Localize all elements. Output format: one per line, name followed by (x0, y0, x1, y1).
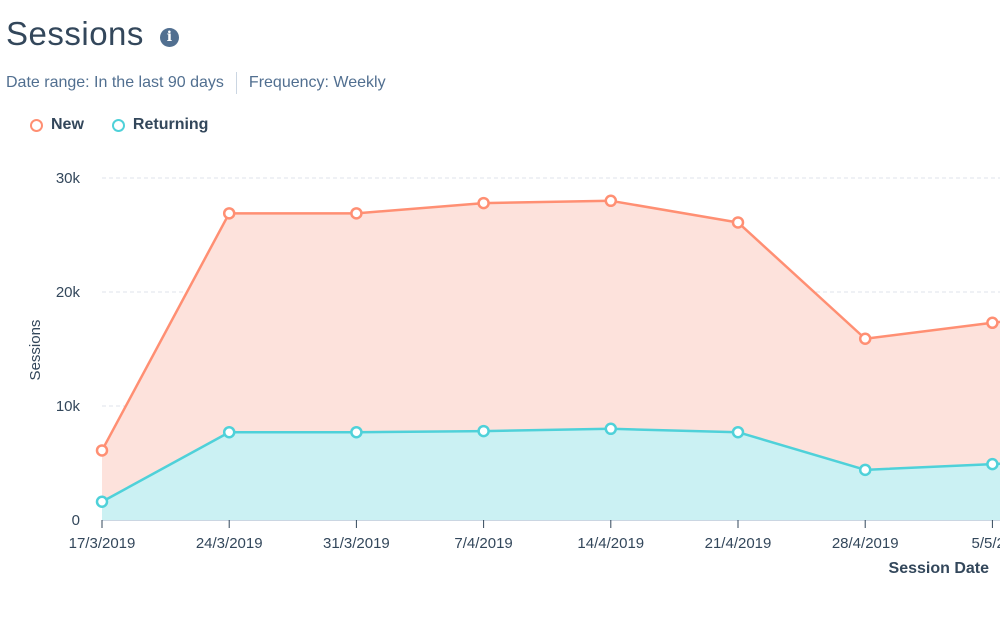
date-range-filter[interactable]: Date range: In the last 90 days (6, 74, 224, 91)
label-layer: 0 10k 20k 30k 17/3/2019 24/3/2019 31/3/2019 7/4… (27, 170, 1000, 577)
x-tick-label-4: 14/4/2019 (577, 535, 644, 552)
legend-item-new[interactable]: New (30, 116, 84, 134)
point-new-3 (477, 196, 490, 210)
page-title: Sessions (6, 15, 144, 52)
point-new-0 (95, 444, 109, 457)
point-returning-5 (731, 425, 745, 439)
y-tick-label-0: 0 (72, 512, 80, 529)
point-returning-4 (604, 422, 618, 436)
point-layer (95, 194, 999, 509)
axis-layer (101, 520, 1000, 528)
info-icon[interactable]: i (159, 27, 179, 47)
y-tick-label-2: 20k (56, 284, 81, 301)
filter-summary: Date range: In the last 90 days Frequenc… (6, 72, 386, 94)
frequency-filter[interactable]: Frequency: Weekly (248, 74, 386, 91)
x-tick-label-3: 7/4/2019 (454, 535, 512, 552)
legend-label-new: New (51, 116, 84, 133)
point-returning-3 (477, 424, 490, 438)
point-returning-2 (350, 425, 363, 439)
filter-divider (235, 72, 237, 94)
point-new-1 (222, 207, 236, 220)
y-axis-title: Sessions (27, 320, 44, 381)
area-layer (102, 200, 1000, 521)
y-tick-label-1: 10k (56, 398, 81, 415)
y-tick-label-3: 30k (56, 170, 81, 187)
legend-label-returning: Returning (132, 116, 209, 133)
x-tick-label-0: 17/3/2019 (69, 535, 136, 552)
x-tick-label-7: 5/5/20 (972, 535, 1000, 552)
point-returning-1 (222, 425, 236, 439)
area-returning (102, 428, 1000, 520)
point-new-7 (986, 316, 999, 330)
point-returning-7 (986, 457, 999, 471)
x-tick-label-1: 24/3/2019 (196, 535, 263, 552)
legend-marker-returning (111, 118, 125, 132)
legend-marker-new (30, 118, 43, 132)
point-new-2 (350, 207, 363, 220)
x-axis-title: Session Date (889, 560, 990, 577)
point-returning-0 (95, 495, 109, 509)
x-tick-label-6: 28/4/2019 (832, 535, 899, 552)
x-tick-label-5: 21/4/2019 (705, 535, 772, 552)
chart-legend: New Returning (30, 116, 236, 134)
point-returning-6 (858, 463, 872, 477)
point-new-4 (604, 194, 618, 208)
x-tick-label-2: 31/3/2019 (323, 535, 390, 552)
legend-item-returning[interactable]: Returning (111, 116, 209, 134)
point-new-6 (858, 332, 872, 345)
point-new-5 (731, 216, 745, 229)
chart-header: Sessions i (6, 14, 179, 54)
